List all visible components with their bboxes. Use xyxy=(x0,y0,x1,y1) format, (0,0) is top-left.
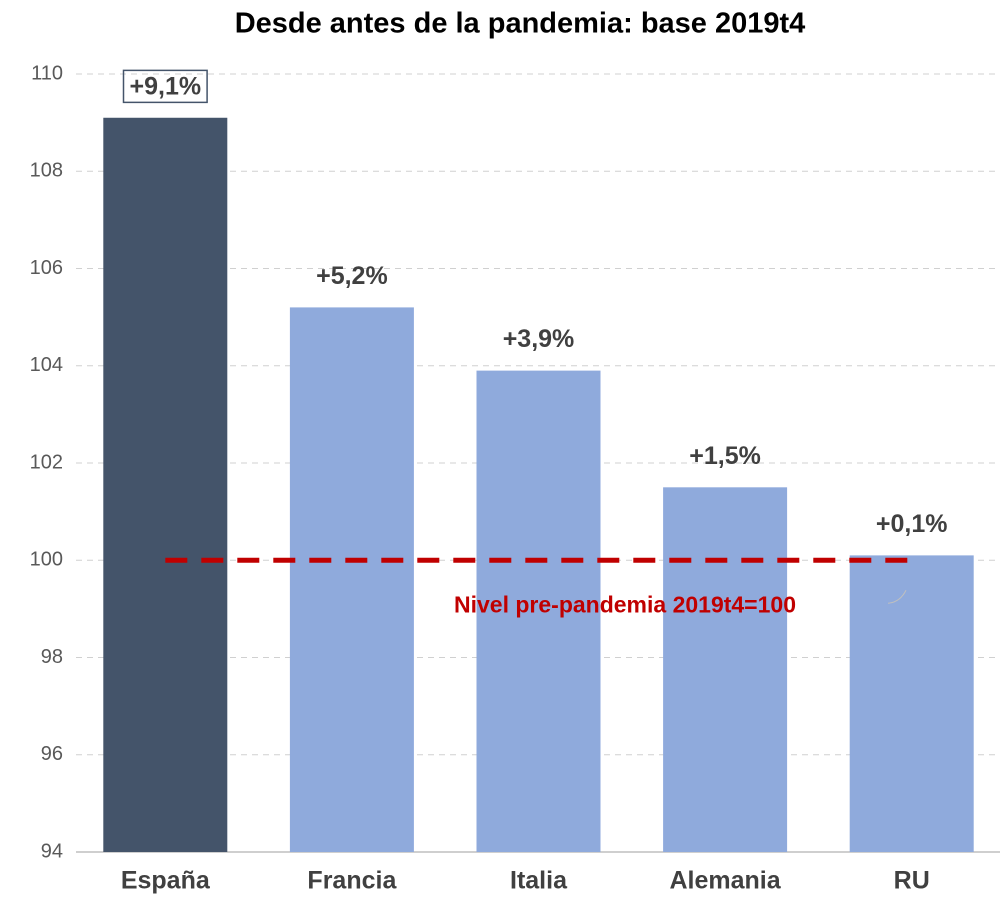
y-tick-label: 100 xyxy=(30,549,63,571)
bar xyxy=(476,370,601,852)
reference-label: Nivel pre-pandemia 2019t4=100 xyxy=(454,591,796,617)
x-tick-label: Alemania xyxy=(670,867,782,895)
x-tick-label: España xyxy=(121,867,211,895)
y-tick-label: 104 xyxy=(30,354,63,376)
y-tick-label: 106 xyxy=(30,257,63,279)
x-tick-label: Francia xyxy=(307,867,397,895)
x-tick-label: RU xyxy=(894,867,930,895)
label-box xyxy=(122,69,208,104)
bar xyxy=(103,117,228,852)
y-tick-label: 108 xyxy=(30,160,63,182)
data-label: +1,5% xyxy=(689,442,761,470)
bar xyxy=(849,555,974,852)
y-tick-label: 94 xyxy=(41,840,63,862)
x-tick-label: Italia xyxy=(510,867,568,895)
data-label: +9,1% xyxy=(130,72,202,100)
bar xyxy=(289,307,414,852)
bar xyxy=(663,487,788,852)
y-tick-label: 102 xyxy=(30,451,63,473)
data-label: +5,2% xyxy=(316,262,388,290)
y-tick-label: 96 xyxy=(41,743,63,765)
y-tick-label: 98 xyxy=(41,646,63,668)
data-label: +3,9% xyxy=(503,325,575,353)
y-tick-label: 110 xyxy=(31,62,63,84)
chart-title: Desde antes de la pandemia: base 2019t4 xyxy=(235,8,806,40)
data-label: +0,1% xyxy=(876,510,948,538)
leader-line xyxy=(887,590,907,604)
